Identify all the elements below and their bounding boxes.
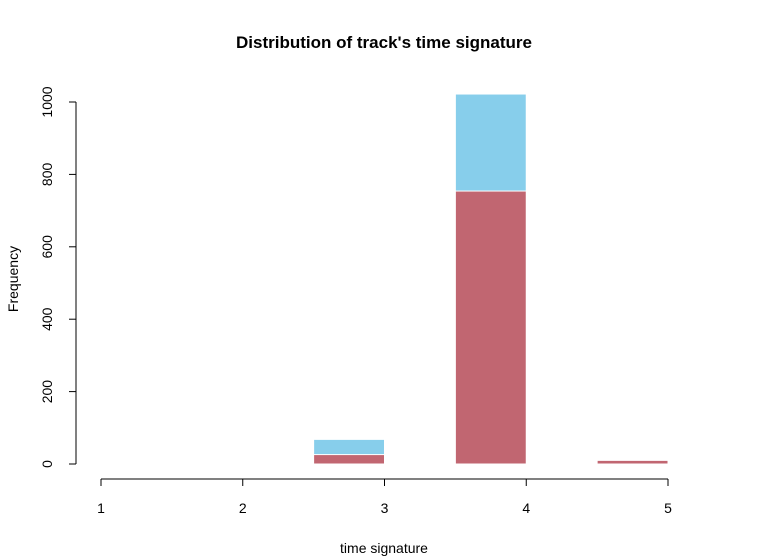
x-tick-label: 3 xyxy=(381,500,389,516)
bar-series2-3 xyxy=(596,459,669,465)
x-tick-label: 2 xyxy=(239,500,247,516)
x-tick-label: 1 xyxy=(97,500,105,516)
x-tick-label: 5 xyxy=(664,500,672,516)
bar-series2-2 xyxy=(454,190,527,465)
bars-layer xyxy=(313,93,669,465)
y-axis-label: Frequency xyxy=(5,246,21,312)
y-axis: 0 200 400 600 800 1000 xyxy=(39,86,77,468)
x-axis: 1 2 3 4 5 xyxy=(97,478,672,516)
y-tick-label: 1000 xyxy=(39,86,55,117)
y-tick-label: 0 xyxy=(39,460,55,468)
bar-series2-1 xyxy=(313,454,385,465)
y-tick-label: 400 xyxy=(39,307,55,331)
x-axis-label: time signature xyxy=(340,540,428,556)
y-tick-label: 800 xyxy=(39,163,55,187)
y-tick-label: 600 xyxy=(39,235,55,259)
x-tick-label: 4 xyxy=(522,500,530,516)
chart-title: Distribution of track's time signature xyxy=(236,33,532,52)
y-tick-label: 200 xyxy=(39,380,55,404)
